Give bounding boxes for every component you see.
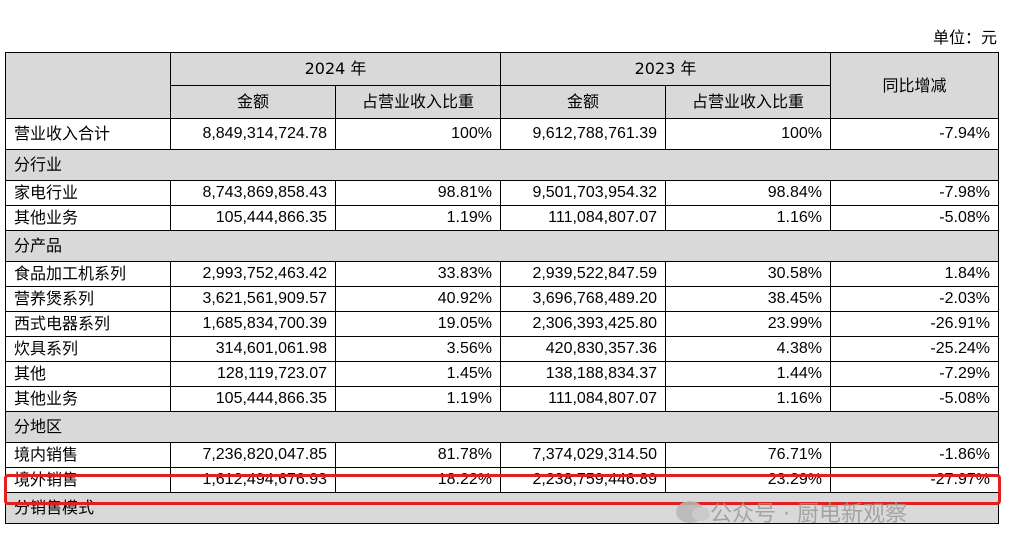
ratio-2023: 76.71% [665, 442, 831, 468]
table-row: 西式电器系列 1,685,834,700.39 19.05% 2,306,393… [5, 311, 999, 337]
ratio-2024: 1.45% [335, 361, 501, 387]
amount-2023: 138,188,834.37 [500, 361, 666, 387]
yoy-change: -5.08% [830, 386, 999, 412]
row-label: 其他业务 [5, 205, 171, 231]
section-title: 分行业 [5, 149, 999, 181]
table-row: 家电行业 8,743,869,858.43 98.81% 9,501,703,9… [5, 180, 999, 206]
table-row: 炊具系列 314,601,061.98 3.56% 420,830,357.36… [5, 336, 999, 362]
table-row: 营养煲系列 3,621,561,909.57 40.92% 3,696,768,… [5, 286, 999, 312]
ratio-2023: 1.16% [665, 386, 831, 412]
section-row: 分产品 [5, 230, 999, 262]
amount-2023: 9,501,703,954.32 [500, 180, 666, 206]
header-2024: 2024 年 [170, 52, 501, 86]
amount-2023: 111,084,807.07 [500, 205, 666, 231]
row-label: 炊具系列 [5, 336, 171, 362]
header-ratio-2024: 占营业收入比重 [335, 85, 501, 119]
ratio-2024: 40.92% [335, 286, 501, 312]
table-row: 食品加工机系列 2,993,752,463.42 33.83% 2,939,52… [5, 261, 999, 287]
ratio-2023: 30.58% [665, 261, 831, 287]
section-row: 分行业 [5, 149, 999, 181]
red-highlight-box [4, 474, 1001, 505]
yoy-change: -2.03% [830, 286, 999, 312]
row-label: 营养煲系列 [5, 286, 171, 312]
amount-2024: 1,685,834,700.39 [170, 311, 336, 337]
amount-2024: 7,236,820,047.85 [170, 442, 336, 468]
table-row: 其他 128,119,723.07 1.45% 138,188,834.37 1… [5, 361, 999, 387]
row-label: 家电行业 [5, 180, 171, 206]
section-title: 分销售模式 [5, 492, 999, 524]
watermark: 公众号 · 厨电新观察 [676, 496, 907, 528]
ratio-2023: 100% [665, 118, 831, 150]
ratio-2023: 23.99% [665, 311, 831, 337]
yoy-change: -5.08% [830, 205, 999, 231]
row-label: 境内销售 [5, 442, 171, 468]
yoy-change: -7.98% [830, 180, 999, 206]
revenue-table: 2024 年 2023 年 同比增减 金额 占营业收入比重 金额 占营业收入比重… [5, 52, 999, 524]
amount-2023: 111,084,807.07 [500, 386, 666, 412]
amount-2024: 3,621,561,909.57 [170, 286, 336, 312]
ratio-2024: 19.05% [335, 311, 501, 337]
ratio-2023: 4.38% [665, 336, 831, 362]
ratio-2023: 1.16% [665, 205, 831, 231]
table-row: 境内销售 7,236,820,047.85 81.78% 7,374,029,3… [5, 442, 999, 468]
yoy-change: 1.84% [830, 261, 999, 287]
yoy-change: -1.86% [830, 442, 999, 468]
ratio-2024: 1.19% [335, 386, 501, 412]
header-yoy: 同比增减 [830, 52, 999, 119]
amount-2024: 105,444,866.35 [170, 205, 336, 231]
amount-2023: 3,696,768,489.20 [500, 286, 666, 312]
yoy-change: -7.94% [830, 118, 999, 150]
header-blank [5, 52, 171, 119]
table-row: 其他业务 105,444,866.35 1.19% 111,084,807.07… [5, 205, 999, 231]
yoy-change: -7.29% [830, 361, 999, 387]
amount-2023: 9,612,788,761.39 [500, 118, 666, 150]
ratio-2024: 1.19% [335, 205, 501, 231]
section-row: 分销售模式 [5, 492, 999, 524]
ratio-2024: 3.56% [335, 336, 501, 362]
header-ratio-2023: 占营业收入比重 [665, 85, 831, 119]
watermark-text: 公众号 · 厨电新观察 [710, 502, 907, 527]
amount-2024: 2,993,752,463.42 [170, 261, 336, 287]
amount-2024: 128,119,723.07 [170, 361, 336, 387]
amount-2024: 8,849,314,724.78 [170, 118, 336, 150]
table-row: 其他业务 105,444,866.35 1.19% 111,084,807.07… [5, 386, 999, 412]
section-title: 分产品 [5, 230, 999, 262]
ratio-2024: 81.78% [335, 442, 501, 468]
amount-2023: 2,306,393,425.80 [500, 311, 666, 337]
header-2023: 2023 年 [500, 52, 831, 86]
section-title: 分地区 [5, 411, 999, 443]
ratio-2023: 1.44% [665, 361, 831, 387]
wechat-icon [676, 501, 710, 523]
yoy-change: -25.24% [830, 336, 999, 362]
header-amount-2024: 金额 [170, 85, 336, 119]
ratio-2023: 98.84% [665, 180, 831, 206]
ratio-2024: 100% [335, 118, 501, 150]
row-label: 其他业务 [5, 386, 171, 412]
amount-2023: 420,830,357.36 [500, 336, 666, 362]
unit-label: 单位：元 [932, 28, 997, 47]
amount-2023: 2,939,522,847.59 [500, 261, 666, 287]
amount-2024: 314,601,061.98 [170, 336, 336, 362]
header-amount-2023: 金额 [500, 85, 666, 119]
amount-2024: 105,444,866.35 [170, 386, 336, 412]
ratio-2024: 33.83% [335, 261, 501, 287]
yoy-change: -26.91% [830, 311, 999, 337]
section-row: 分地区 [5, 411, 999, 443]
ratio-2023: 38.45% [665, 286, 831, 312]
row-label: 西式电器系列 [5, 311, 171, 337]
table-row: 营业收入合计 8,849,314,724.78 100% 9,612,788,7… [5, 118, 999, 150]
amount-2023: 7,374,029,314.50 [500, 442, 666, 468]
amount-2024: 8,743,869,858.43 [170, 180, 336, 206]
ratio-2024: 98.81% [335, 180, 501, 206]
row-label: 营业收入合计 [5, 118, 171, 150]
row-label: 其他 [5, 361, 171, 387]
row-label: 食品加工机系列 [5, 261, 171, 287]
